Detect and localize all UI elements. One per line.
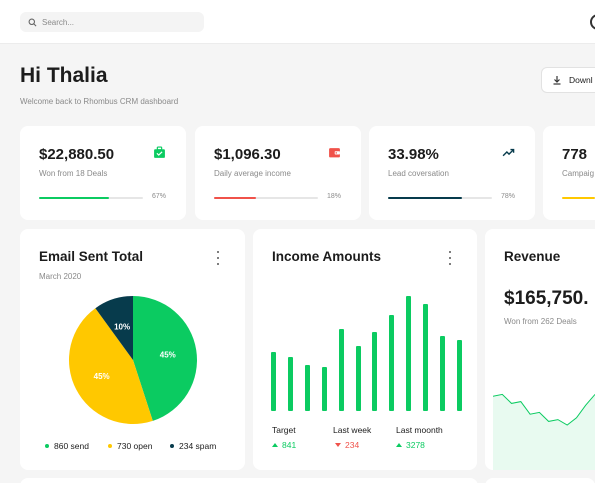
revenue-area-chart (493, 393, 595, 470)
legend-item-send: 860 send (45, 441, 89, 451)
arrow-up-icon (396, 443, 402, 447)
income-bar (338, 329, 344, 411)
stat-value: $22,880.50 (39, 146, 115, 163)
stat-value: 33.98% (388, 146, 439, 163)
revenue-card: Revenue $165,750. Won from 262 Deals (485, 229, 595, 470)
stat-percent: 78% (501, 193, 516, 200)
kpi-value-target: 841 (272, 440, 296, 450)
stat-value: 778 (562, 146, 588, 163)
income-bar (406, 296, 412, 411)
search-icon (28, 18, 37, 26)
pie-label-open: 45% (94, 372, 110, 381)
income-amounts-card: Income Amounts Target 841 Last week 234 … (253, 229, 477, 470)
income-bar (440, 335, 445, 411)
income-bar (321, 367, 327, 411)
kpi-value-last-month: 3278 (396, 440, 425, 450)
revenue-subtitle: Won from 262 Deals (504, 317, 577, 326)
revenue-card-title: Revenue (504, 249, 561, 264)
income-bar (287, 356, 293, 411)
progress-fill (39, 197, 109, 199)
kpi-label-target: Target (272, 425, 296, 435)
progress-track (562, 197, 595, 199)
kpi-value-last-week: 234 (335, 440, 359, 450)
legend-text: 730 open (117, 441, 153, 451)
stat-card-daily-income: $1,096.30 Daily average income 18% (195, 126, 361, 220)
legend-text: 860 send (54, 441, 89, 451)
progress-track (388, 197, 492, 199)
arrow-down-icon (335, 443, 341, 447)
progress-fill (388, 197, 462, 199)
pie-slice-send (133, 296, 197, 421)
download-label: Downl (569, 75, 593, 85)
stat-percent: 67% (152, 193, 167, 200)
pie-slice-spam (95, 296, 133, 360)
revenue-value: $165,750. (504, 288, 589, 309)
search-input[interactable] (42, 17, 192, 27)
arrow-up-icon (272, 443, 278, 447)
income-bar (304, 365, 310, 411)
more-icon[interactable] (448, 251, 452, 265)
legend-text: 234 spam (179, 441, 217, 451)
stat-value: $1,096.30 (214, 146, 281, 163)
page-title: Hi Thalia (20, 64, 108, 87)
wallet-icon (329, 148, 340, 158)
email-card-subtitle: March 2020 (39, 272, 82, 281)
income-bar (389, 314, 395, 411)
stat-percent: 18% (327, 193, 342, 200)
stat-label: Daily average income (214, 169, 291, 178)
trend-up-icon (502, 148, 515, 157)
legend-dot (170, 444, 174, 448)
stat-label: Won from 18 Deals (39, 169, 108, 178)
stat-card-lead-conversation: 33.98% Lead coversation 78% (369, 126, 535, 220)
stat-label: Campaig (562, 169, 595, 178)
kpi-label-last-week: Last week (333, 425, 372, 435)
income-bar (271, 352, 276, 411)
pie-label-send: 45% (160, 350, 176, 359)
legend-item-spam: 234 spam (170, 441, 216, 451)
income-bar (456, 339, 462, 411)
progress-track (39, 197, 143, 199)
revenue-area (493, 394, 595, 470)
income-bar (372, 331, 378, 411)
stat-card-campaign: 778 Campaig (543, 126, 595, 220)
legend-dot (108, 444, 112, 448)
pie-label-spam: 10% (114, 323, 130, 332)
stat-label: Lead coversation (388, 169, 449, 178)
bottom-card-left (20, 478, 478, 483)
page-subtitle: Welcome back to Rhombus CRM dashboard (20, 97, 179, 106)
kpi-number: 841 (282, 440, 297, 450)
download-icon (553, 76, 561, 85)
search-box[interactable] (20, 12, 204, 32)
progress-track (214, 197, 318, 199)
avatar[interactable] (590, 14, 595, 30)
more-icon[interactable] (216, 251, 220, 265)
email-sent-card: Email Sent Total March 2020 45% 45% 10% 86… (20, 229, 245, 470)
stat-card-won: $22,880.50 Won from 18 Deals 67% (20, 126, 186, 220)
income-bar (423, 304, 429, 411)
download-button[interactable]: Downl (541, 67, 595, 93)
top-bar (0, 0, 595, 44)
kpi-number: 234 (345, 440, 360, 450)
progress-fill (562, 197, 595, 199)
pie-slice-open (69, 308, 153, 424)
email-card-title: Email Sent Total (39, 249, 144, 264)
income-bar (355, 346, 361, 411)
email-pie-chart: 45% 45% 10% (69, 296, 197, 424)
legend-item-open: 730 open (108, 441, 152, 451)
bottom-card-right (485, 478, 595, 483)
revenue-line (493, 393, 595, 426)
briefcase-icon (154, 146, 165, 158)
legend-dot (45, 444, 49, 448)
income-card-title: Income Amounts (272, 249, 382, 264)
progress-fill (214, 197, 256, 199)
kpi-label-last-month: Last moonth (396, 425, 443, 435)
income-bar-chart (271, 269, 471, 411)
kpi-number: 3278 (406, 440, 425, 450)
